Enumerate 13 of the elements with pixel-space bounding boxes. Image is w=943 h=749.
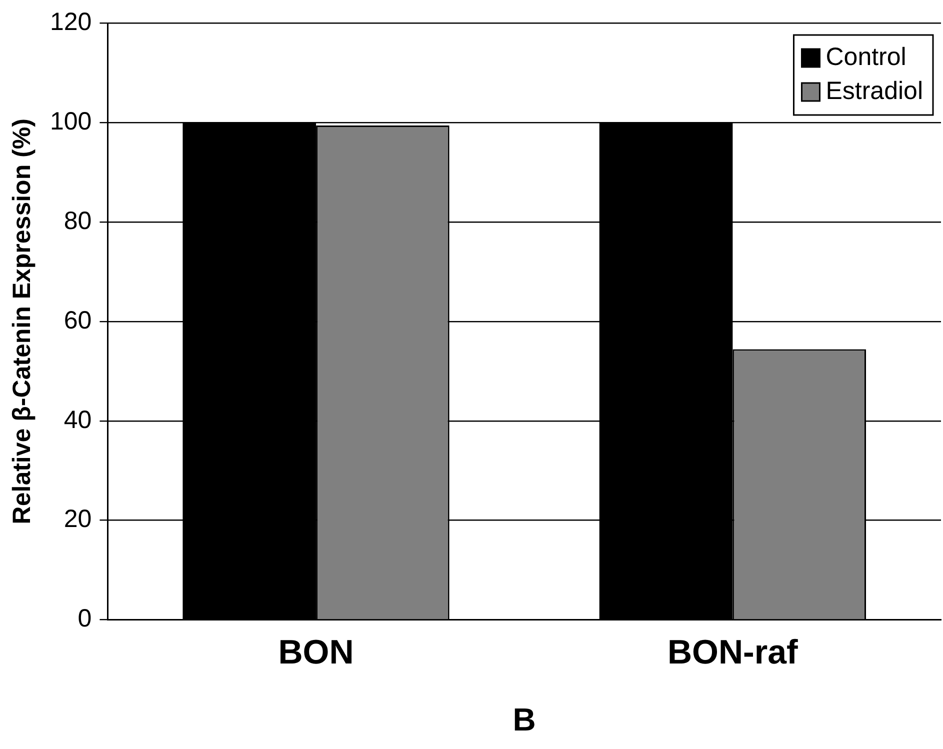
legend-label: Control: [826, 42, 906, 71]
x-axis-title: B: [512, 702, 536, 738]
x-tick-label: BON-raf: [668, 634, 799, 672]
x-tick-label: BON: [278, 634, 354, 672]
y-tick-label: 20: [64, 505, 92, 534]
legend-label: Estradiol: [826, 76, 923, 105]
y-tick-label: 120: [50, 8, 92, 36]
y-tick-label: 40: [64, 406, 92, 434]
y-tick-label: 100: [50, 107, 92, 136]
y-axis-title: Relative β-Catenin Expression (%): [8, 118, 36, 524]
y-tick-label: 80: [64, 206, 92, 235]
y-tick-label: 0: [78, 604, 92, 633]
y-tick-label: 60: [64, 306, 92, 334]
